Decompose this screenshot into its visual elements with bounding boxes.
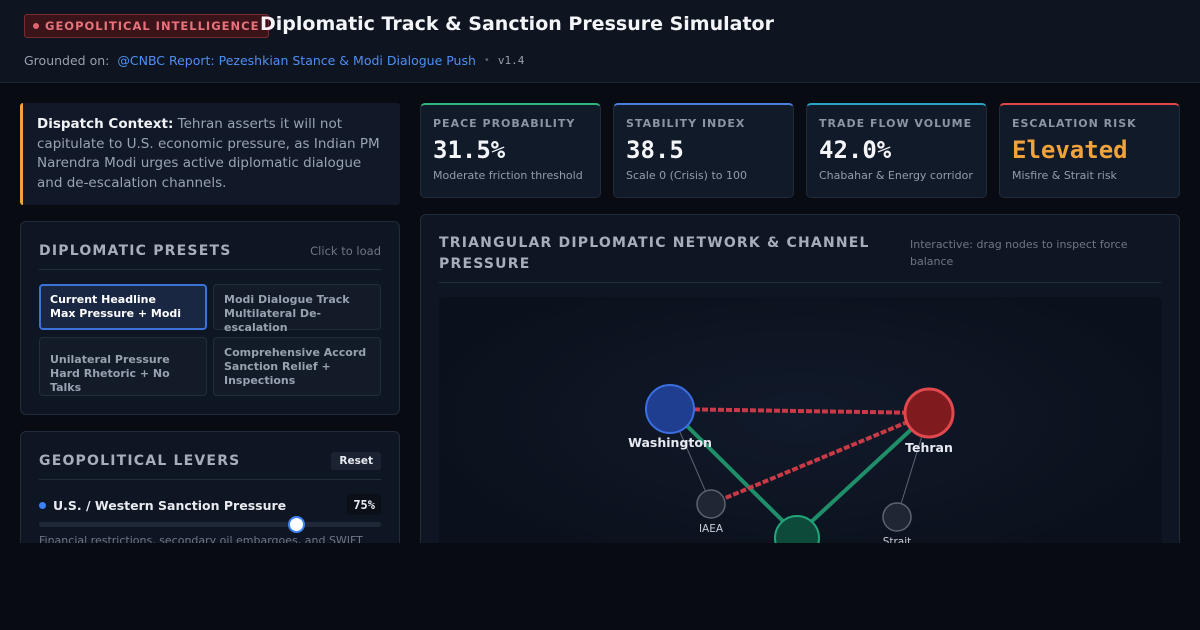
app-header: GEOPOLITICAL INTELLIGENCE Diplomatic Tra… xyxy=(0,0,1200,83)
preset-title: Unilateral Pressure xyxy=(50,353,170,366)
metric-escalation-risk: ESCALATION RISK Elevated Misfire & Strai… xyxy=(999,103,1180,198)
node-washington[interactable] xyxy=(645,384,695,434)
presets-title: DIPLOMATIC PRESETS xyxy=(39,243,232,259)
lever-value-badge: 75% xyxy=(347,494,381,515)
edge-iaea-tehran-pressure xyxy=(710,411,930,506)
metric-stability-index: STABILITY INDEX 38.5 Scale 0 (Crisis) to… xyxy=(613,103,794,198)
metric-value: 31.5% xyxy=(433,136,506,164)
node-iaea-label: IAEA xyxy=(699,523,724,535)
edge-washington-india-dialogue xyxy=(668,407,799,537)
metric-value: Elevated xyxy=(1012,136,1128,164)
dispatch-context: Dispatch Context: Tehran asserts it will… xyxy=(20,103,400,205)
presets-hint: Click to load xyxy=(310,244,381,258)
metric-label: PEACE PROBABILITY xyxy=(433,117,576,130)
version-label: v1.4 xyxy=(497,54,525,67)
node-strait[interactable] xyxy=(882,502,912,532)
slider-fill xyxy=(39,522,296,527)
preset-modi-dialogue[interactable]: Modi Dialogue Track Multilateral De-esca… xyxy=(213,284,381,334)
lever-label-text: U.S. / Western Sanction Pressure xyxy=(53,498,287,513)
status-dot-icon xyxy=(33,23,39,29)
reset-button[interactable]: Reset xyxy=(331,452,381,470)
node-washington-label: Washington xyxy=(628,435,712,450)
diplomatic-network-panel: TRIANGULAR DIPLOMATIC NETWORK & CHANNEL … xyxy=(420,214,1180,574)
lever-dot-icon xyxy=(39,502,46,509)
metric-peace-probability: PEACE PROBABILITY 31.5% Moderate frictio… xyxy=(420,103,601,198)
preset-subtitle: Inspections xyxy=(224,374,296,387)
category-tag-label: GEOPOLITICAL INTELLIGENCE xyxy=(45,19,260,33)
metric-trade-flow-volume: TRADE FLOW VOLUME 42.0% Chabahar & Energ… xyxy=(806,103,987,198)
geopolitical-levers-panel: GEOPOLITICAL LEVERS Reset U.S. / Western… xyxy=(20,431,400,561)
node-iaea[interactable] xyxy=(696,489,726,519)
metric-subtext: Misfire & Strait risk xyxy=(1012,169,1117,182)
divider xyxy=(39,479,381,480)
levers-title: GEOPOLITICAL LEVERS xyxy=(39,453,241,469)
category-tag: GEOPOLITICAL INTELLIGENCE xyxy=(24,14,270,38)
preset-subtitle: Max Pressure + Modi xyxy=(50,307,182,320)
network-title: TRIANGULAR DIPLOMATIC NETWORK & CHANNEL … xyxy=(439,235,870,272)
viewport-bottom-mask xyxy=(0,543,1200,630)
preset-title: Comprehensive Accord xyxy=(224,346,367,359)
metric-label: STABILITY INDEX xyxy=(626,117,746,130)
metric-value: 38.5 xyxy=(626,136,684,164)
preset-current-headline[interactable]: Current Headline Max Pressure + Modi xyxy=(39,284,207,330)
preset-title: Modi Dialogue Track xyxy=(224,293,350,306)
network-graph[interactable]: IAEA Strait Washington Tehran xyxy=(439,297,1162,567)
metric-value: 42.0% xyxy=(819,136,892,164)
page-title: Diplomatic Track & Sanction Pressure Sim… xyxy=(260,13,774,35)
node-tehran[interactable] xyxy=(903,387,955,439)
network-canvas[interactable]: IAEA Strait Washington Tehran xyxy=(439,297,1162,567)
divider xyxy=(439,282,1161,283)
grounded-label: Grounded on: xyxy=(24,53,110,68)
dispatch-text: Tehran asserts it will not capitulate to… xyxy=(37,116,380,191)
divider xyxy=(39,269,381,270)
metric-label: ESCALATION RISK xyxy=(1012,117,1137,130)
source-link[interactable]: @CNBC Report: Pezeshkian Stance & Modi D… xyxy=(117,53,476,68)
network-hint: Interactive: drag nodes to inspect force… xyxy=(910,238,1128,268)
edge-washington-tehran-pressure xyxy=(669,407,930,415)
lever-sanction-pressure-label: U.S. / Western Sanction Pressure xyxy=(39,498,286,513)
metric-label: TRADE FLOW VOLUME xyxy=(819,117,973,130)
metric-subtext: Chabahar & Energy corridor xyxy=(819,169,973,182)
diplomatic-presets-panel: DIPLOMATIC PRESETS Click to load Current… xyxy=(20,221,400,415)
preset-title: Current Headline xyxy=(50,293,156,306)
dispatch-label: Dispatch Context: xyxy=(37,116,174,132)
metric-subtext: Moderate friction threshold xyxy=(433,169,583,182)
bullet-separator: • xyxy=(483,55,490,66)
preset-subtitle: Multilateral De-escalation xyxy=(224,307,322,334)
preset-unilateral-pressure[interactable]: Unilateral Pressure Hard Rhetoric + No T… xyxy=(39,337,207,396)
preset-subtitle: Sanction Relief + xyxy=(224,360,331,373)
sanction-pressure-slider[interactable] xyxy=(39,516,381,533)
node-tehran-label: Tehran xyxy=(905,440,953,455)
preset-comprehensive-accord[interactable]: Comprehensive Accord Sanction Relief + I… xyxy=(213,337,381,396)
slider-thumb[interactable] xyxy=(287,516,305,533)
preset-subtitle: Hard Rhetoric + No Talks xyxy=(50,367,170,394)
metric-subtext: Scale 0 (Crisis) to 100 xyxy=(626,169,747,182)
source-line: Grounded on: @CNBC Report: Pezeshkian St… xyxy=(24,53,524,68)
edge-tehran-india-dialogue xyxy=(795,411,931,537)
